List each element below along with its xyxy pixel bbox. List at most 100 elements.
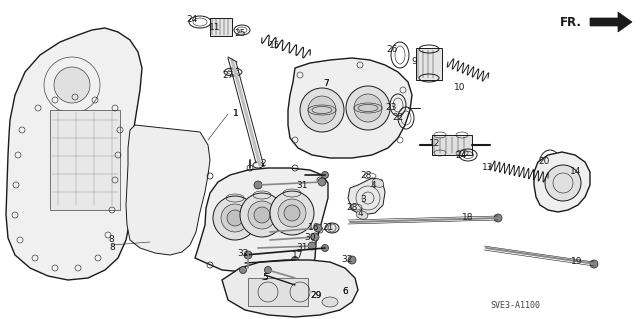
Polygon shape: [126, 125, 210, 255]
Text: 32: 32: [341, 256, 353, 264]
Text: 6: 6: [342, 286, 348, 295]
Circle shape: [175, 219, 180, 225]
Circle shape: [278, 199, 306, 227]
Circle shape: [177, 175, 182, 181]
Circle shape: [239, 266, 246, 273]
Text: 12: 12: [429, 139, 441, 149]
Circle shape: [346, 86, 390, 130]
Text: SVE3-A1100: SVE3-A1100: [490, 300, 540, 309]
Circle shape: [254, 181, 262, 189]
Text: 16: 16: [308, 224, 320, 233]
Text: 7: 7: [323, 78, 329, 87]
Text: 14: 14: [570, 167, 582, 176]
Text: 5: 5: [262, 273, 268, 283]
Circle shape: [348, 256, 356, 264]
Circle shape: [175, 189, 180, 195]
Circle shape: [145, 152, 150, 158]
Text: 20: 20: [538, 158, 550, 167]
Circle shape: [54, 67, 90, 103]
Circle shape: [159, 205, 164, 211]
Circle shape: [159, 166, 164, 170]
Polygon shape: [534, 152, 590, 212]
Text: 28: 28: [346, 203, 358, 211]
Text: 27: 27: [222, 70, 234, 79]
Text: 32: 32: [237, 249, 249, 257]
Text: 22: 22: [392, 114, 404, 122]
Circle shape: [156, 145, 161, 151]
Circle shape: [311, 233, 319, 241]
Text: 4: 4: [357, 209, 363, 218]
Circle shape: [291, 256, 298, 263]
Circle shape: [159, 219, 164, 225]
Text: 29: 29: [310, 291, 322, 300]
Text: 30: 30: [304, 233, 316, 241]
Text: 19: 19: [572, 257, 583, 266]
Circle shape: [150, 221, 154, 226]
Circle shape: [318, 178, 326, 186]
Circle shape: [150, 207, 154, 212]
Text: 31: 31: [296, 243, 308, 253]
Circle shape: [354, 94, 382, 122]
Text: 6: 6: [342, 286, 348, 295]
Circle shape: [166, 150, 170, 154]
Polygon shape: [348, 178, 385, 215]
Text: 4: 4: [370, 181, 376, 189]
Circle shape: [264, 266, 271, 273]
Circle shape: [248, 201, 276, 229]
Circle shape: [308, 242, 316, 250]
Bar: [50, 110, 120, 210]
Text: 15: 15: [269, 41, 281, 49]
Ellipse shape: [356, 211, 368, 219]
Circle shape: [163, 190, 168, 196]
Text: 28: 28: [360, 172, 372, 181]
Polygon shape: [6, 28, 142, 280]
Text: 29: 29: [310, 291, 322, 300]
Circle shape: [173, 204, 177, 210]
Circle shape: [179, 160, 184, 165]
Circle shape: [147, 194, 152, 198]
Circle shape: [300, 88, 344, 132]
Text: 3: 3: [360, 196, 366, 204]
Ellipse shape: [372, 179, 384, 187]
Text: 10: 10: [454, 83, 466, 92]
Text: 31: 31: [296, 181, 308, 189]
Circle shape: [270, 191, 314, 235]
Text: 1: 1: [233, 109, 239, 118]
Text: 7: 7: [323, 78, 329, 87]
Text: 11: 11: [209, 23, 221, 32]
Circle shape: [590, 260, 598, 268]
Text: 2: 2: [260, 159, 266, 167]
Circle shape: [284, 205, 300, 221]
Text: 8: 8: [109, 243, 115, 253]
Circle shape: [494, 214, 502, 222]
Circle shape: [240, 193, 284, 237]
Circle shape: [173, 162, 177, 167]
Circle shape: [145, 180, 150, 184]
Text: 26: 26: [387, 46, 397, 55]
Text: 25: 25: [234, 28, 246, 38]
Text: FR.: FR.: [560, 16, 582, 28]
Text: 23: 23: [385, 103, 397, 113]
Circle shape: [166, 175, 170, 181]
Circle shape: [152, 177, 157, 182]
Circle shape: [545, 165, 581, 201]
Text: 18: 18: [462, 213, 474, 222]
Bar: [210, 18, 232, 36]
Ellipse shape: [325, 223, 339, 233]
Circle shape: [157, 234, 163, 239]
Circle shape: [221, 204, 249, 232]
Text: 24: 24: [456, 151, 467, 160]
Circle shape: [213, 196, 257, 240]
Circle shape: [244, 251, 252, 259]
Text: 21: 21: [323, 224, 333, 233]
Circle shape: [145, 166, 150, 170]
Text: 17: 17: [292, 250, 304, 259]
Circle shape: [314, 224, 322, 232]
Circle shape: [254, 207, 270, 223]
Text: 13: 13: [483, 164, 493, 173]
Text: 8: 8: [108, 235, 114, 244]
Circle shape: [175, 145, 180, 151]
Text: 5: 5: [262, 273, 268, 283]
Bar: [432, 135, 472, 155]
Text: 24: 24: [186, 16, 198, 25]
